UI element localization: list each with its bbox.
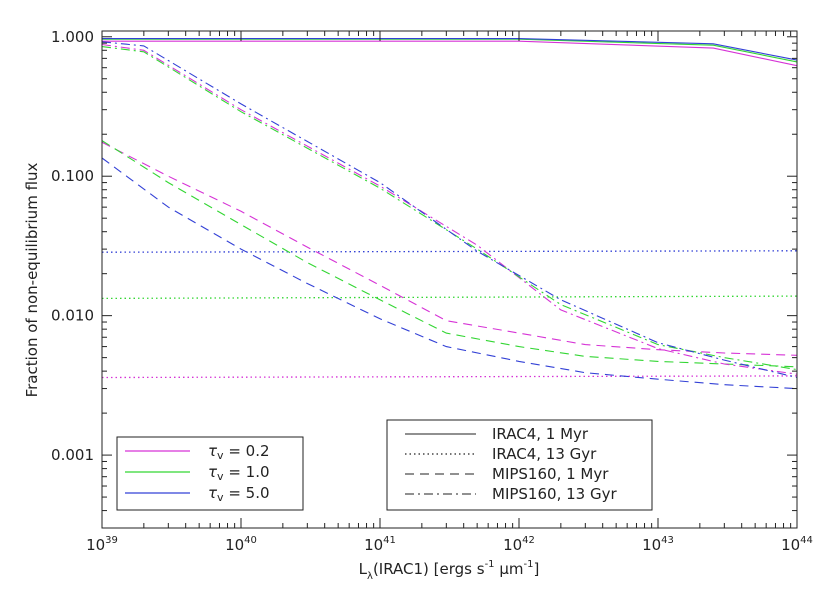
x-axis-label-end: ] [533,560,539,578]
legend-tau: τv = 0.2 τv = 1.0 τv = 5.0 [116,436,304,511]
y-tick-label-2: 0.010 [51,307,94,325]
x-tick-labels: 1039 1040 1041 1042 1043 1044 [86,535,813,554]
series-line-irac4-solid-1 [102,38,798,63]
series-line-irac4-solid-2 [102,38,798,61]
x-axis-label-symbol: L [359,560,368,578]
x-tick-label-3: 1042 [503,535,535,554]
series-line-irac4-dotted-5 [101,250,798,253]
x-tick-base: 10 [503,536,522,554]
y-tick-label-0: 1.000 [51,28,94,46]
x-tick-base: 10 [781,536,800,554]
series-line-irac4-dotted-3 [101,375,798,379]
legend-style-label-0: IRAC4, 1 Myr [492,425,589,443]
legend-tau-value-2: = 5.0 [224,484,270,502]
legend-tau-value-0: = 0.2 [224,442,270,460]
legend-style-box [386,419,653,511]
series-line-mips160-dashed-8 [101,157,798,390]
x-axis-label-sup2: -1 [524,559,534,570]
legend-tau-symbol-2: τ [208,484,218,502]
axis-ticks [101,31,798,529]
x-tick-label-4: 1043 [642,535,674,554]
x-tick-exponent: 39 [105,535,118,546]
y-tick-label-3: 0.001 [51,446,94,464]
legend-style-label-1: IRAC4, 13 Gyr [492,445,597,463]
series-line-irac4-solid-0 [102,40,798,67]
x-axis-label-subscript: λ [367,571,373,582]
x-tick-label-1: 1040 [225,535,257,554]
x-tick-label-0: 1039 [86,535,118,554]
x-tick-label-2: 1041 [364,535,396,554]
x-axis-label-sup1: -1 [485,559,495,570]
legend-tau-box [116,436,304,511]
legend-tau-symbol-0: τ [208,442,218,460]
x-tick-base: 10 [642,536,661,554]
x-axis-label-mu: μm [495,560,524,578]
legend-style: IRAC4, 1 Myr IRAC4, 13 Gyr MIPS160, 1 My… [386,419,653,511]
series-line-irac4-dotted-4 [101,295,798,300]
y-tick-labels: 1.000 0.100 0.010 0.001 [51,28,94,464]
series-line-mips160-dashed-7 [101,140,798,368]
x-tick-exponent: 43 [661,535,674,546]
plot-frame [101,30,798,529]
x-tick-base: 10 [225,536,244,554]
legend-tau-sub-1: v [217,470,224,483]
plot-curves [101,38,798,390]
series-line-mips160-dashed-6 [101,141,798,356]
x-axis-label-text: (IRAC1) [ergs s [373,560,485,578]
legend-tau-value-1: = 1.0 [224,463,270,481]
x-tick-exponent: 41 [383,535,396,546]
y-axis-label: Fraction of non-equilibrium flux [23,162,41,397]
legend-tau-symbol-1: τ [208,463,218,481]
legend-tau-sub-2: v [217,491,224,504]
legend-tau-entry-2: τv = 5.0 [208,484,270,504]
legend-tau-entry-1: τv = 1.0 [208,463,270,483]
x-tick-exponent: 42 [522,535,535,546]
legend-style-label-2: MIPS160, 1 Myr [492,465,609,483]
x-tick-exponent: 44 [800,535,813,546]
series-line-mips160-dashdot-10 [101,46,798,371]
series-line-mips160-dashdot-9 [101,43,798,375]
legend-style-label-3: MIPS160, 13 Gyr [492,485,617,503]
x-tick-base: 10 [86,536,105,554]
legend-tau-entry-0: τv = 0.2 [208,442,270,462]
x-axis-label: Lλ(IRAC1) [ergs s-1 μm-1] [359,559,540,582]
series-line-mips160-dashdot-11 [101,41,798,379]
x-tick-exponent: 40 [244,535,257,546]
x-tick-label-5: 1044 [781,535,813,554]
x-tick-base: 10 [364,536,383,554]
y-tick-label-1: 0.100 [51,167,94,185]
legend-tau-sub-0: v [217,449,224,462]
